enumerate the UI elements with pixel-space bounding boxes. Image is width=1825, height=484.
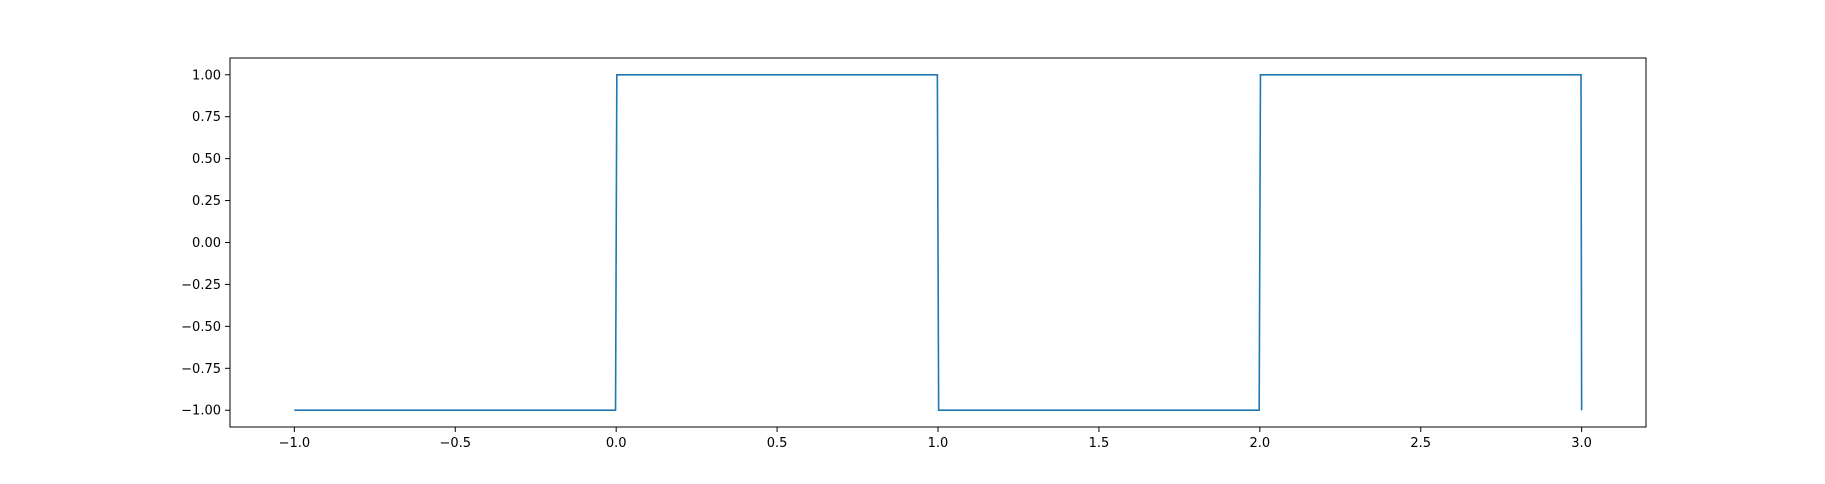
y-tick-label: 0.00: [192, 236, 221, 251]
axes-frame: [229, 57, 1647, 428]
x-tick-label: 2.5: [1410, 436, 1431, 451]
y-tick-label: −0.50: [181, 320, 221, 335]
x-tick-label: 0.0: [606, 436, 627, 451]
y-tick-label: 0.75: [192, 110, 221, 125]
x-tick-label: −0.5: [439, 436, 471, 451]
y-axis: −1.00 −0.75 −0.50 −0.25 0.00 0.25 0.50 0.75 1.00: [181, 68, 230, 419]
x-tick-label: 1.5: [1089, 436, 1110, 451]
x-tick-label: 0.5: [767, 436, 788, 451]
y-tick-label: −0.25: [181, 278, 221, 293]
x-axis: −1.0 −0.5 0.0 0.5 1.0 1.5 2.0 2.5 3.0: [279, 427, 1592, 451]
y-tick-label: −0.75: [181, 362, 221, 377]
x-tick-label: 1.0: [928, 436, 949, 451]
x-tick-label: 2.0: [1249, 436, 1270, 451]
series-line-0: [294, 73, 1583, 412]
y-tick-label: 1.00: [192, 68, 221, 83]
plot-frame: [229, 57, 1647, 428]
y-tick-label: −1.00: [181, 404, 221, 419]
series-layer: [294, 73, 1583, 412]
x-tick-label: 3.0: [1571, 436, 1592, 451]
x-tick-label: −1.0: [279, 436, 311, 451]
y-tick-label: 0.25: [192, 194, 221, 209]
y-tick-label: 0.50: [192, 152, 221, 167]
